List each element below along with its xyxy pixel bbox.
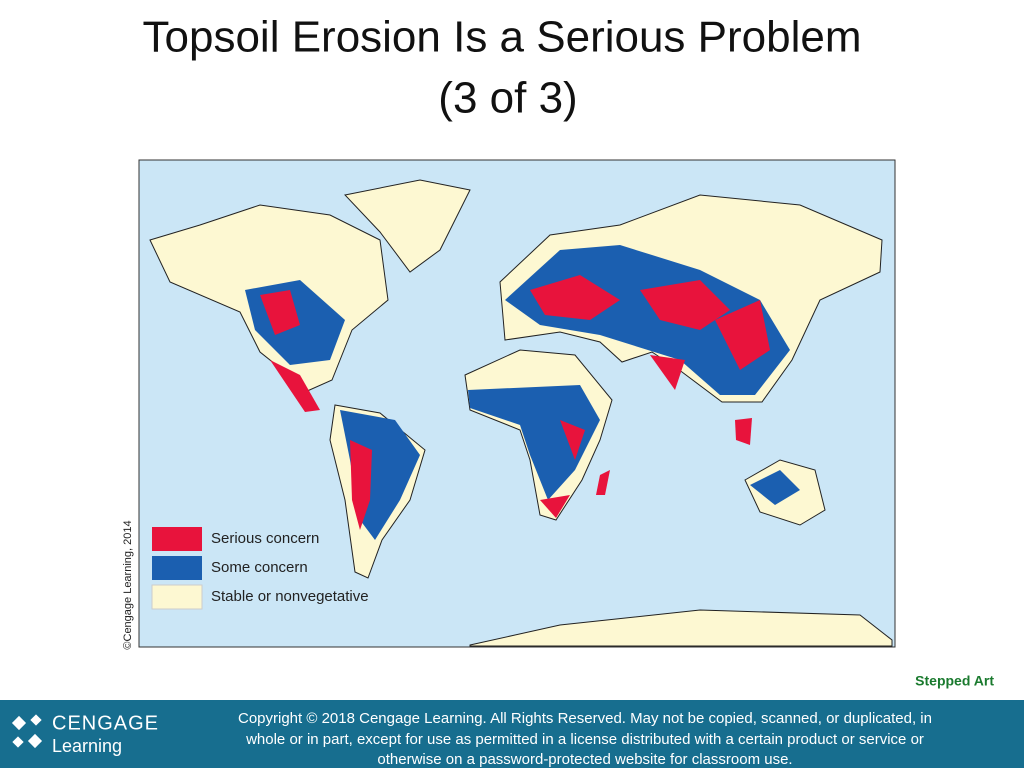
region (735, 418, 752, 445)
region (540, 495, 570, 518)
map-credit: ©Cengage Learning, 2014 (122, 520, 134, 649)
logo-text: CENGAGE (52, 712, 159, 734)
antarctica (469, 609, 893, 647)
legend-label: Some concern (211, 559, 308, 576)
title-line: (3 of 3) (438, 74, 577, 123)
copyright-line: otherwise on a password-protected websit… (377, 751, 792, 768)
greenland (344, 179, 471, 273)
legend-label: Stable or nonvegetative (211, 588, 369, 605)
legend-swatch (152, 556, 202, 580)
region (270, 360, 320, 412)
legend-label: Serious concern (211, 530, 319, 547)
region (350, 440, 372, 530)
region (468, 385, 600, 500)
region (640, 280, 730, 330)
legend-swatch (152, 527, 202, 551)
legend-swatch (151, 584, 203, 610)
copyright-line: Copyright © 2018 Cengage Learning. All R… (238, 710, 932, 727)
region (750, 470, 800, 505)
region (650, 355, 685, 390)
madagascar (596, 470, 610, 495)
footer-bar (0, 700, 1024, 768)
title-line: Topsoil Erosion Is a Serious Problem (143, 13, 862, 62)
region (715, 300, 770, 370)
stepped-art: Stepped Art (915, 673, 994, 689)
logo-text: Learning (52, 736, 122, 756)
region (530, 275, 620, 320)
copyright-line: whole or in part, except for use as perm… (245, 731, 924, 748)
map: Serious concern Some concern Stable or n… (122, 159, 896, 650)
region (260, 290, 300, 335)
region (560, 420, 585, 460)
